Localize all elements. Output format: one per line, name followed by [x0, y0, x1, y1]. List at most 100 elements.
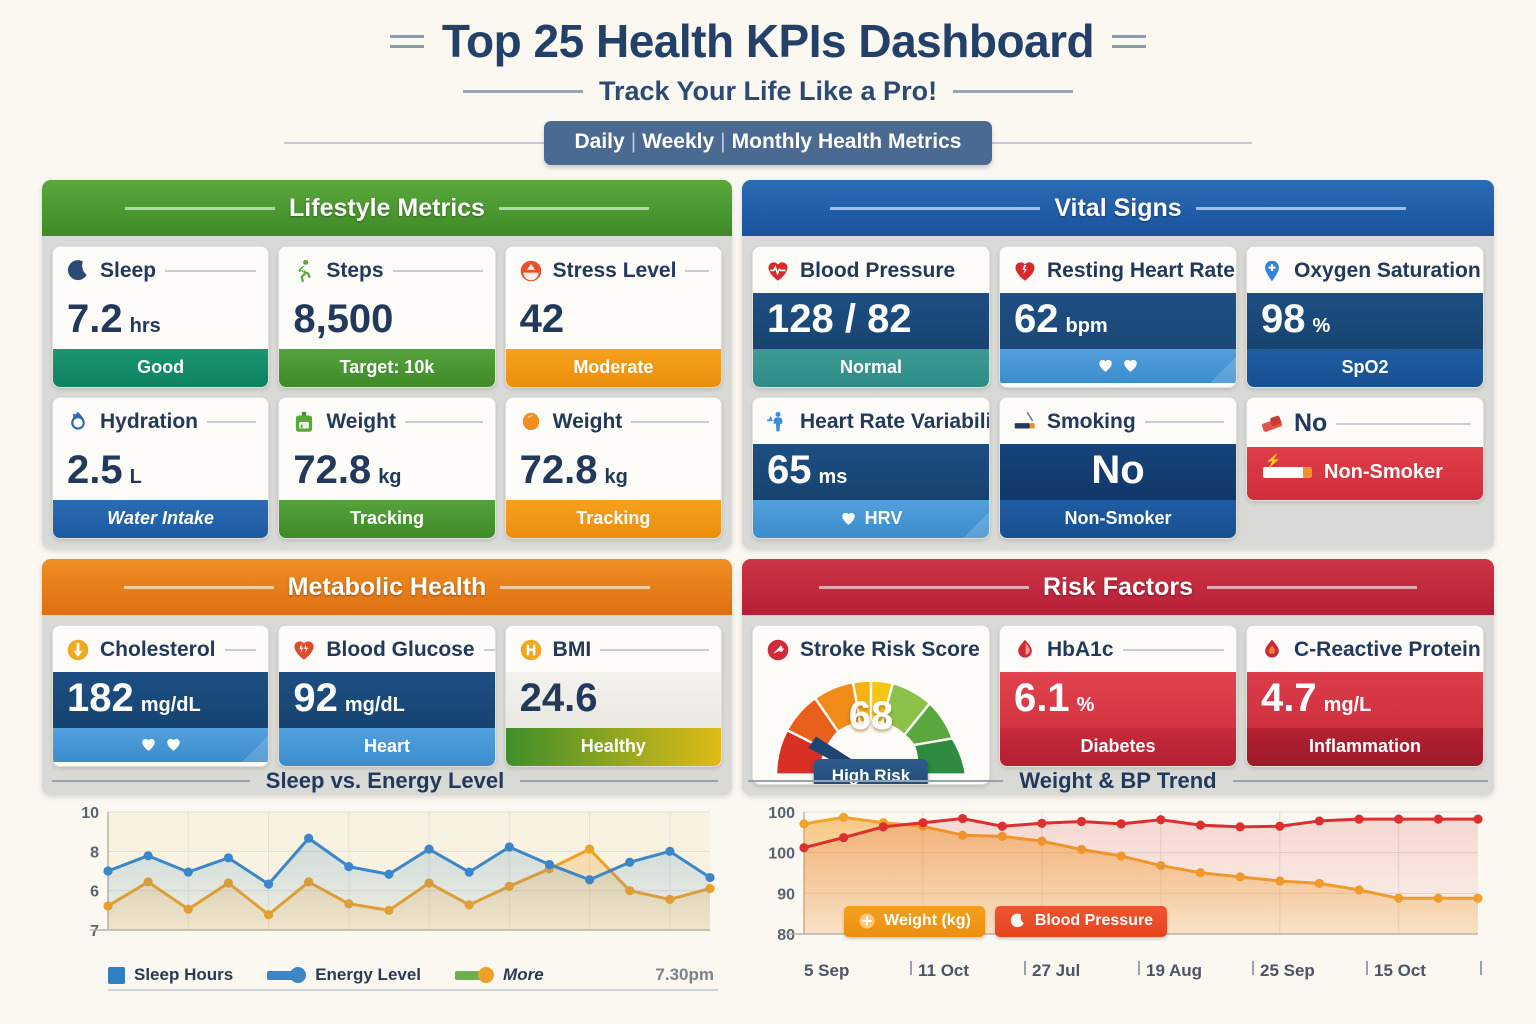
- panel-rule-left: [830, 206, 1041, 210]
- legend-dot: [478, 967, 495, 983]
- card-hydration[interactable]: Hydration 2.5 L Water Intake: [52, 397, 270, 539]
- chart-inline-legend: Weight (kg) Blood Pressure: [844, 906, 1168, 937]
- chart-legend: Sleep Hours Energy Level More 7.30pm: [52, 957, 718, 991]
- panel-body-lifestyle: Sleep 7.2 hrs Good Steps: [42, 236, 732, 549]
- card-value: 8,500: [293, 297, 394, 341]
- band-monthly[interactable]: Monthly Health Metrics: [731, 130, 962, 153]
- card-weight-orange[interactable]: Weight 72.8 kg Tracking: [504, 397, 722, 539]
- card-status: Diabetes: [1000, 728, 1236, 766]
- legend-swatch-square: [108, 966, 125, 984]
- card-title: Cholesterol: [100, 638, 216, 661]
- metrics-period-band[interactable]: Daily | Weekly | Monthly Health Metrics: [544, 121, 992, 165]
- card-value-row: 182 mg/dL: [53, 672, 269, 728]
- card-oxygen-saturation[interactable]: Oxygen Saturation 98 % SpO2: [1246, 246, 1484, 388]
- card-hba1c[interactable]: HbA1c 6.1 % Diabetes: [999, 625, 1237, 767]
- panel-title: Lifestyle Metrics: [289, 193, 485, 222]
- corner-fold: [963, 512, 989, 538]
- x-axis-tick: [1024, 961, 1026, 975]
- oxygen-pin-icon: [1265, 260, 1279, 282]
- legend-label: Weight (kg): [884, 912, 971, 929]
- card-no-smoking[interactable]: No ⚡ Non-Smoker: [1246, 397, 1484, 501]
- chart-svg[interactable]: 10 8 6 7: [52, 802, 718, 952]
- legend-pill-blood-pressure[interactable]: Blood Pressure: [994, 906, 1168, 937]
- svg-text:100: 100: [768, 846, 795, 863]
- card-value-row: 72.8 kg: [506, 444, 721, 500]
- legend-dot: [290, 967, 307, 983]
- body-scale-icon: [520, 639, 541, 661]
- card-weight-green[interactable]: Weight 72.8 kg Tracking: [278, 397, 496, 539]
- heart-filled-icon: [166, 738, 180, 751]
- panel-rule-left: [818, 585, 1029, 589]
- card-cholesterol[interactable]: Cholesterol 182 mg/dL: [52, 625, 270, 767]
- panel-body-metabolic: Cholesterol 182 mg/dL: [42, 615, 732, 777]
- heart-filled-icon: [841, 512, 855, 525]
- chart-rule-right: [1232, 780, 1488, 782]
- card-value: 182: [67, 676, 134, 720]
- card-value: 4.7: [1261, 676, 1317, 720]
- band-daily[interactable]: Daily: [574, 130, 625, 153]
- card-status: Water Intake: [53, 500, 269, 538]
- card-heart-rate-variability[interactable]: Heart Rate Variability 65 ms HRV: [752, 397, 990, 539]
- card-value-row: 128 / 82: [753, 293, 989, 349]
- blood-drop-icon: [1018, 639, 1032, 658]
- card-smoking[interactable]: Smoking No Non-Smoker: [999, 397, 1237, 539]
- card-stroke-risk-score[interactable]: Stroke Risk Score: [752, 625, 990, 785]
- legend-pill-weight[interactable]: Weight (kg): [844, 906, 985, 937]
- x-axis-tick: [1366, 961, 1368, 975]
- moon-small-icon: [1010, 913, 1024, 928]
- card-stress-level[interactable]: Stress Level 42 Moderate: [504, 246, 722, 388]
- panel-title: Vital Signs: [1054, 193, 1182, 222]
- card-c-reactive-protein[interactable]: C-Reactive Protein 4.7 mg/L Inflammation: [1246, 625, 1484, 767]
- x-axis-tick: [1138, 961, 1140, 975]
- svg-text:7: 7: [90, 923, 99, 940]
- svg-text:80: 80: [777, 927, 795, 944]
- card-resting-heart-rate[interactable]: Resting Heart Rate 62 bpm: [999, 246, 1237, 388]
- smoke-icon: ⚡: [1265, 453, 1282, 468]
- panel-header-lifestyle: Lifestyle Metrics: [42, 180, 732, 236]
- card-blood-pressure[interactable]: Blood Pressure 128 / 82 Normal: [752, 246, 990, 388]
- card-value-row: 8,500: [279, 293, 494, 349]
- page-subtitle: Track Your Life Like a Pro!: [598, 76, 938, 106]
- panel-vital-signs: Vital Signs Blood Pressure 128 / 82 Norm…: [742, 180, 1494, 549]
- legend-item-energy-level[interactable]: Energy Level: [267, 965, 421, 985]
- chart-svg[interactable]: 100 100 90 80: [748, 802, 1488, 954]
- card-bmi[interactable]: BMI 24.6 Healthy: [504, 625, 722, 767]
- card-status: SpO2: [1247, 349, 1483, 387]
- hrv-icon: [767, 411, 783, 432]
- panel-risk-factors: Risk Factors Stroke Risk Score: [742, 559, 1494, 795]
- card-unit: kg: [378, 466, 402, 488]
- subtitle-rule-right: [953, 90, 1074, 93]
- eraser-icon: [1261, 415, 1283, 432]
- legend-item-more[interactable]: More: [455, 965, 544, 985]
- card-status: Non-Smoker: [1000, 500, 1236, 538]
- panel-metabolic-health: Metabolic Health Cholesterol 182 mg/dL: [42, 559, 732, 795]
- card-value: 128 / 82: [767, 297, 912, 341]
- chart-title-row: Sleep vs. Energy Level: [52, 768, 718, 794]
- card-rule: [224, 649, 257, 651]
- panel-body-risk: Stroke Risk Score: [742, 615, 1494, 795]
- card-head: Weight: [505, 398, 721, 444]
- subtitle-row: Track Your Life Like a Pro!: [0, 76, 1536, 107]
- card-status: Normal: [753, 349, 989, 387]
- card-status: Good: [53, 349, 269, 387]
- card-value: 24.6: [519, 676, 598, 720]
- card-rule: [988, 649, 989, 651]
- chart-title: Weight & BP Trend: [1019, 768, 1217, 793]
- panel-rule-right: [1195, 206, 1406, 210]
- weight-orange-icon: [522, 412, 539, 431]
- legend-label: Energy Level: [315, 965, 422, 984]
- card-steps[interactable]: Steps 8,500 Target: 10k: [278, 246, 496, 388]
- card-sleep[interactable]: Sleep 7.2 hrs Good: [52, 246, 270, 388]
- card-title: Blood Glucose: [326, 638, 475, 661]
- legend-item-sleep-hours[interactable]: Sleep Hours: [108, 965, 233, 985]
- heart-rating: [65, 736, 256, 753]
- card-head: Oxygen Saturation: [1247, 247, 1483, 293]
- band-weekly[interactable]: Weekly: [642, 130, 715, 153]
- card-blood-glucose[interactable]: Blood Glucose 92 mg/dL Heart: [278, 625, 496, 767]
- card-head: BMI: [505, 626, 721, 672]
- card-title: BMI: [552, 638, 592, 661]
- card-status: Non-Smoker: [1324, 461, 1443, 483]
- plus-circle-icon: [859, 913, 875, 929]
- x-axis-label: 27 Jul: [1032, 961, 1081, 980]
- card-head: Resting Heart Rate: [1000, 247, 1236, 293]
